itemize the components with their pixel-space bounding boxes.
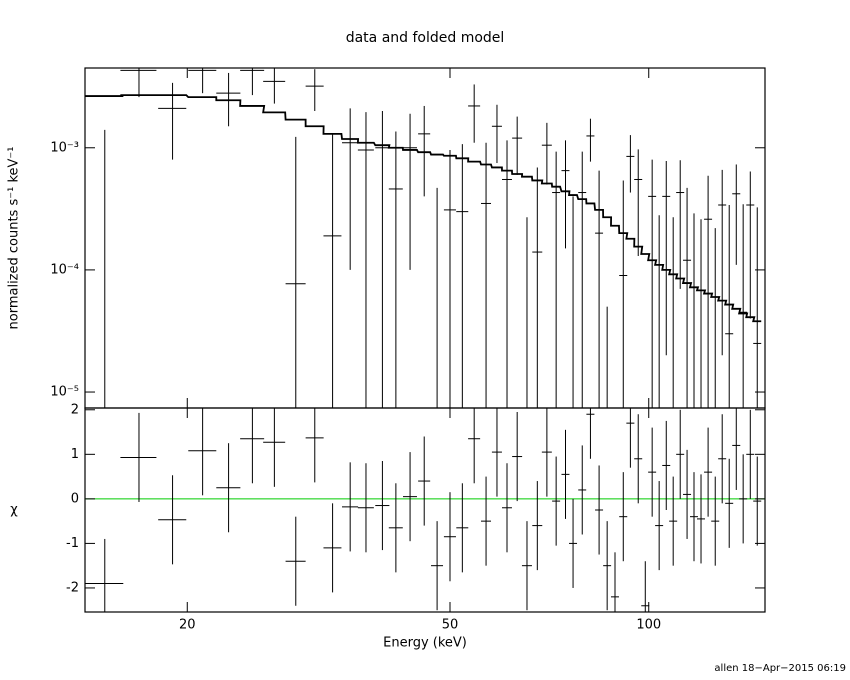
model-line (85, 94, 762, 323)
y-tick-label: 10⁻³ (50, 140, 79, 155)
footer: allen 18−Apr−2015 06:19 (714, 663, 846, 674)
y-tick-label: 2 (71, 402, 79, 417)
y-axis-label: normalized counts s⁻¹ keV⁻¹ (7, 147, 22, 330)
y-tick-label: 10⁻⁴ (50, 262, 79, 277)
plot-frame (84, 407, 766, 613)
y-tick-label: -2 (66, 580, 79, 595)
plot-area (85, 68, 762, 408)
y-tick-label: -1 (66, 536, 79, 551)
plot-area (85, 408, 765, 612)
x-tick-label: 100 (636, 618, 661, 633)
chart-title: data and folded model (346, 30, 505, 46)
y-axis-label: χ (10, 503, 18, 518)
y-tick-label: 0 (71, 491, 79, 506)
x-tick-label: 20 (179, 618, 196, 633)
x-tick-label: 50 (442, 618, 459, 633)
y-tick-label: 10⁻⁵ (50, 385, 79, 400)
y-tick-label: 1 (71, 447, 79, 462)
x-axis-label: Energy (keV) (383, 636, 467, 651)
plot-frame (84, 67, 766, 409)
